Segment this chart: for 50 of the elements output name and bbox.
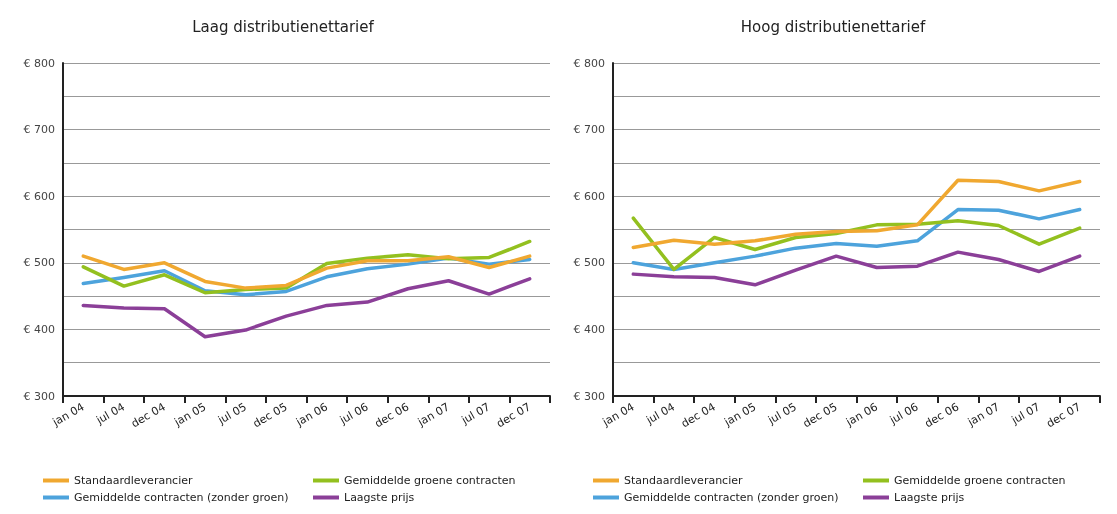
x-tick-label: jul 06 — [886, 400, 921, 428]
x-tick-label: dec 07 — [494, 400, 533, 431]
y-tick-label: € 700 — [23, 123, 55, 137]
y-tick-label: € 300 — [23, 389, 55, 403]
x-tick-label: dec 04 — [678, 400, 718, 431]
x-tick-label: jan 05 — [721, 400, 759, 430]
y-tick-label: € 800 — [573, 56, 605, 70]
y-tick-label: € 800 — [23, 56, 55, 70]
legend-label: Gemiddelde contracten (zonder groen) — [74, 491, 289, 504]
y-tick-label: € 500 — [573, 256, 605, 270]
legend-label: Standaardleverancier — [624, 474, 743, 487]
y-tick-label: € 400 — [573, 322, 605, 336]
legend-label: Standaardleverancier — [74, 474, 193, 487]
y-tick-label: € 600 — [23, 189, 55, 203]
x-tick-label: dec 06 — [922, 400, 962, 431]
line-series — [631, 178, 1082, 250]
x-tick-label: dec 07 — [1044, 400, 1083, 431]
x-tick-label: dec 05 — [800, 400, 840, 431]
y-tick-label: € 300 — [573, 389, 605, 403]
x-tick-label: jan 04 — [49, 400, 87, 430]
x-tick-label: dec 06 — [372, 400, 412, 431]
x-tick-label: jul 07 — [458, 400, 493, 428]
x-tick-label: dec 04 — [128, 400, 168, 431]
line-series — [81, 254, 532, 290]
y-tick-label: € 700 — [573, 123, 605, 137]
x-tick-label: jul 07 — [1008, 400, 1043, 428]
x-tick-label: jan 06 — [293, 400, 331, 430]
y-tick-label: € 600 — [573, 189, 605, 203]
chart-title: Laag distributienettarief — [192, 17, 375, 36]
legend-label: Laagste prijs — [344, 491, 415, 504]
x-tick-label: jan 07 — [414, 400, 452, 430]
x-tick-label: jan 06 — [843, 400, 881, 430]
x-tick-label: jan 04 — [599, 400, 637, 430]
x-tick-label: dec 05 — [250, 400, 290, 431]
legend-label: Laagste prijs — [894, 491, 965, 504]
line-series — [631, 250, 1082, 287]
line-series — [81, 277, 532, 339]
x-tick-label: jan 07 — [964, 400, 1002, 430]
legend-label: Gemiddelde groene contracten — [894, 474, 1066, 487]
legend-label: Gemiddelde contracten (zonder groen) — [624, 491, 839, 504]
y-tick-label: € 400 — [23, 322, 55, 336]
legend-label: Gemiddelde groene contracten — [344, 474, 516, 487]
x-tick-label: jul 04 — [643, 400, 678, 428]
x-tick-label: jan 05 — [171, 400, 209, 430]
x-tick-label: jul 04 — [93, 400, 128, 428]
x-tick-label: jul 06 — [336, 400, 371, 428]
x-tick-label: jul 05 — [215, 400, 249, 428]
chart-title: Hoog distributienettarief — [740, 17, 926, 36]
x-tick-label: jul 05 — [765, 400, 799, 428]
y-tick-label: € 500 — [23, 256, 55, 270]
